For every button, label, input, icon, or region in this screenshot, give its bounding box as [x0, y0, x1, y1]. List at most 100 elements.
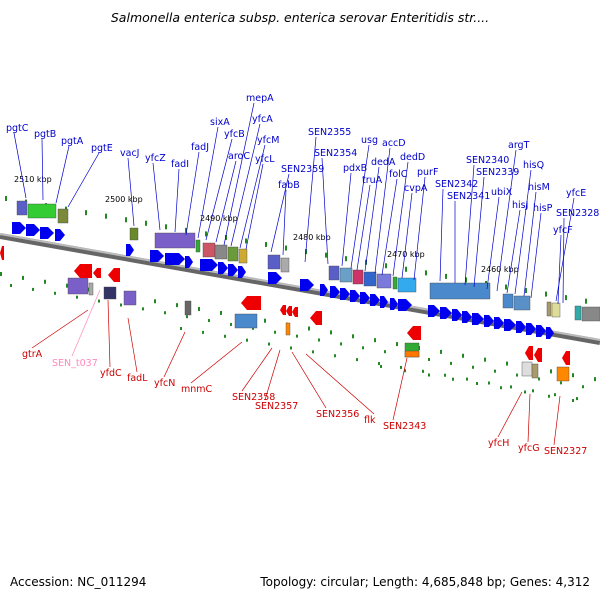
tick-mark: [274, 330, 276, 334]
forward-gene-arrow: [185, 256, 193, 268]
forward-gene-arrow: [370, 294, 380, 306]
forward-gene-arrow: [440, 307, 452, 319]
forward-gene-arrow: [55, 229, 65, 241]
feature-block: [202, 242, 216, 258]
forward-gene-leader: [413, 176, 426, 281]
feature-block: [581, 306, 600, 322]
reverse-gene-leader: [264, 349, 281, 401]
genome-stats-label: Topology: circular; Length: 4,685,848 bp…: [260, 575, 590, 589]
tick-mark: [585, 298, 587, 304]
tick-mark: [405, 266, 407, 272]
reverse-gene-label: SEN2327: [544, 446, 587, 457]
tick-mark: [120, 303, 122, 307]
feature-block: [352, 269, 364, 285]
tick-mark: [384, 350, 386, 354]
forward-gene-arrow: [268, 272, 282, 284]
forward-gene-leader: [304, 136, 317, 263]
tick-mark: [488, 381, 490, 385]
reverse-gene-arrow: [562, 351, 570, 365]
forward-gene-arrow: [398, 299, 412, 311]
tick-mark: [340, 342, 342, 346]
forward-gene-arrow: [300, 279, 314, 291]
scale-label: 2470 kbp: [387, 250, 425, 259]
forward-gene-label: pdxB: [343, 163, 367, 174]
reverse-gene-label: gtrA: [22, 349, 43, 360]
feature-block: [531, 363, 539, 379]
tick-mark: [0, 272, 2, 276]
forward-gene-label: SEN2341: [447, 191, 490, 202]
scale-label: 2490 kbp: [200, 214, 238, 223]
tick-mark: [265, 242, 267, 248]
forward-gene-arrow: [462, 311, 472, 323]
reverse-gene-leader: [527, 393, 531, 443]
tick-mark: [334, 354, 336, 358]
feature-block: [88, 282, 94, 296]
forward-gene-label: pgtB: [34, 129, 56, 140]
scale-label: 2500 kbp: [105, 195, 143, 204]
forward-gene-leader: [381, 178, 398, 276]
reverse-gene-leader: [163, 331, 186, 378]
reverse-gene-arrow: [93, 268, 101, 278]
forward-gene-leader: [239, 144, 266, 249]
tick-mark: [285, 245, 287, 251]
tick-mark: [494, 369, 496, 373]
forward-gene-leader: [152, 162, 161, 231]
forward-gene-leader: [514, 169, 532, 295]
reverse-gene-arrow: [525, 346, 533, 360]
tick-mark: [165, 224, 167, 230]
reverse-gene-label: SEN2357: [255, 401, 298, 412]
forward-gene-leader: [350, 144, 370, 269]
forward-gene-leader: [270, 173, 290, 253]
tick-mark: [180, 327, 182, 330]
feature-block: [227, 246, 239, 262]
tick-mark: [422, 369, 424, 373]
feature-block: [184, 300, 192, 316]
forward-gene-arrow: [452, 309, 462, 321]
tick-mark: [362, 346, 364, 350]
feature-block: [574, 305, 582, 321]
forward-gene-arrow: [516, 321, 526, 333]
forward-gene-label: SEN2355: [308, 127, 351, 138]
forward-gene-leader: [473, 176, 485, 288]
tick-mark: [185, 227, 187, 233]
reverse-gene-arrow: [407, 326, 421, 340]
feature-block: [502, 293, 514, 309]
forward-gene-leader: [401, 192, 413, 279]
tick-mark: [205, 231, 207, 237]
feature-block: [551, 302, 561, 318]
tick-mark: [594, 377, 596, 382]
tick-mark: [330, 330, 332, 335]
scale-label: 2480 kbp: [293, 233, 331, 242]
forward-gene-label: SEN2342: [435, 179, 478, 190]
tick-mark: [54, 291, 56, 295]
tick-mark: [268, 342, 270, 346]
forward-gene-label: ubiX: [491, 187, 513, 198]
reverse-gene-label: SEN2358: [232, 392, 275, 403]
feature-block: [129, 227, 139, 241]
feature-block: [16, 200, 28, 216]
tick-mark: [532, 389, 534, 393]
forward-gene-label: hisJ: [512, 200, 528, 211]
tick-mark: [345, 256, 347, 262]
tick-mark: [5, 196, 7, 201]
tick-mark: [572, 398, 574, 402]
forward-gene-label: accD: [382, 138, 406, 149]
forward-gene-label: aroC: [228, 151, 250, 162]
reverse-gene-leader: [291, 351, 327, 409]
forward-gene-leader: [223, 102, 255, 246]
tick-mark: [98, 299, 100, 303]
forward-gene-leader: [282, 189, 287, 256]
tick-mark: [572, 373, 574, 378]
tick-mark: [378, 362, 380, 366]
forward-gene-leader: [557, 234, 562, 305]
tick-mark: [385, 263, 387, 269]
forward-gene-leader: [464, 164, 475, 286]
tick-mark: [356, 358, 358, 362]
tick-mark: [450, 361, 452, 365]
tick-mark: [428, 373, 430, 377]
reverse-gene-label: yfcG: [518, 443, 540, 454]
feature-block: [154, 232, 196, 249]
forward-gene-label: SEN2340: [466, 155, 509, 166]
forward-gene-leader: [13, 132, 27, 199]
forward-gene-label: pgtA: [61, 136, 84, 147]
